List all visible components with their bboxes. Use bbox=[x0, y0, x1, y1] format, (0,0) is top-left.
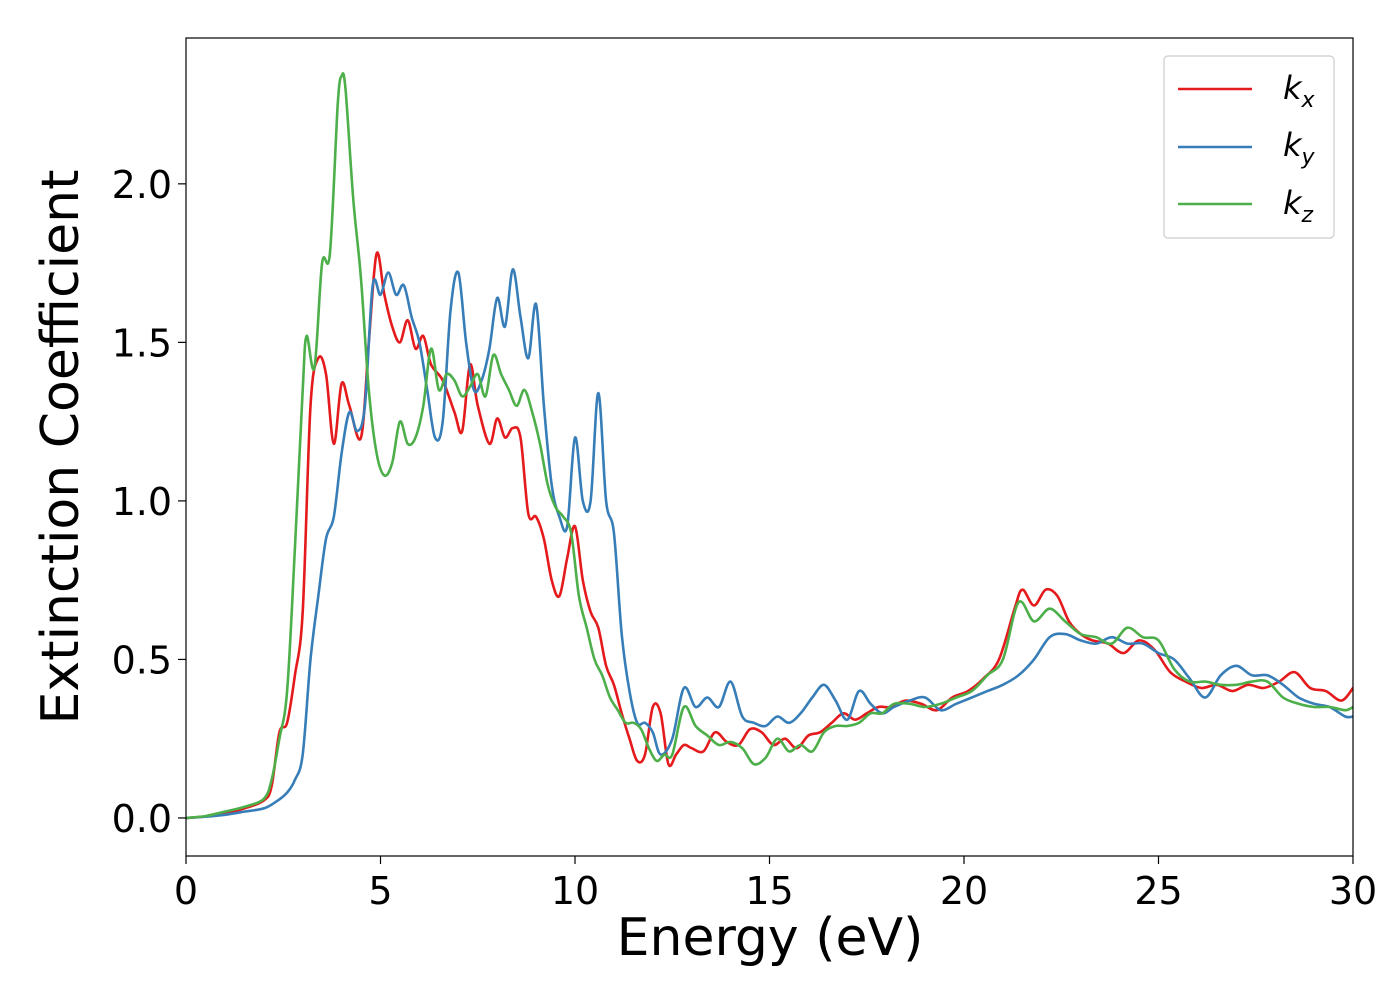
x-axis: 0 5 10 15 20 25 30 bbox=[174, 856, 1377, 913]
legend-label-kx: kx bbox=[1283, 69, 1316, 113]
x-tick-label: 5 bbox=[368, 869, 392, 913]
y-tick-label: 0.0 bbox=[112, 797, 172, 841]
series-line-kz bbox=[186, 72, 1353, 820]
y-axis: 0.0 0.5 1.0 1.5 2.0 bbox=[112, 163, 186, 841]
y-tick-label: 1.0 bbox=[112, 480, 172, 524]
series-line-ky bbox=[186, 268, 1353, 820]
x-tick-label: 25 bbox=[1134, 869, 1182, 913]
y-axis-title: Extinction Coefficient bbox=[31, 170, 91, 725]
y-tick-label: 1.5 bbox=[112, 321, 172, 365]
series-layer bbox=[186, 72, 1353, 820]
legend-label-ky: ky bbox=[1283, 126, 1316, 170]
x-tick-label: 15 bbox=[745, 869, 793, 913]
x-axis-title: Energy (eV) bbox=[617, 908, 924, 968]
y-tick-label: 0.5 bbox=[112, 638, 172, 682]
x-tick-label: 20 bbox=[940, 869, 988, 913]
x-tick-label: 10 bbox=[551, 869, 599, 913]
legend-label-kz: kz bbox=[1283, 184, 1314, 228]
legend: kx ky kz bbox=[1163, 55, 1335, 239]
x-tick-label: 30 bbox=[1329, 869, 1377, 913]
y-tick-label: 2.0 bbox=[112, 163, 172, 207]
x-tick-label: 0 bbox=[174, 869, 198, 913]
